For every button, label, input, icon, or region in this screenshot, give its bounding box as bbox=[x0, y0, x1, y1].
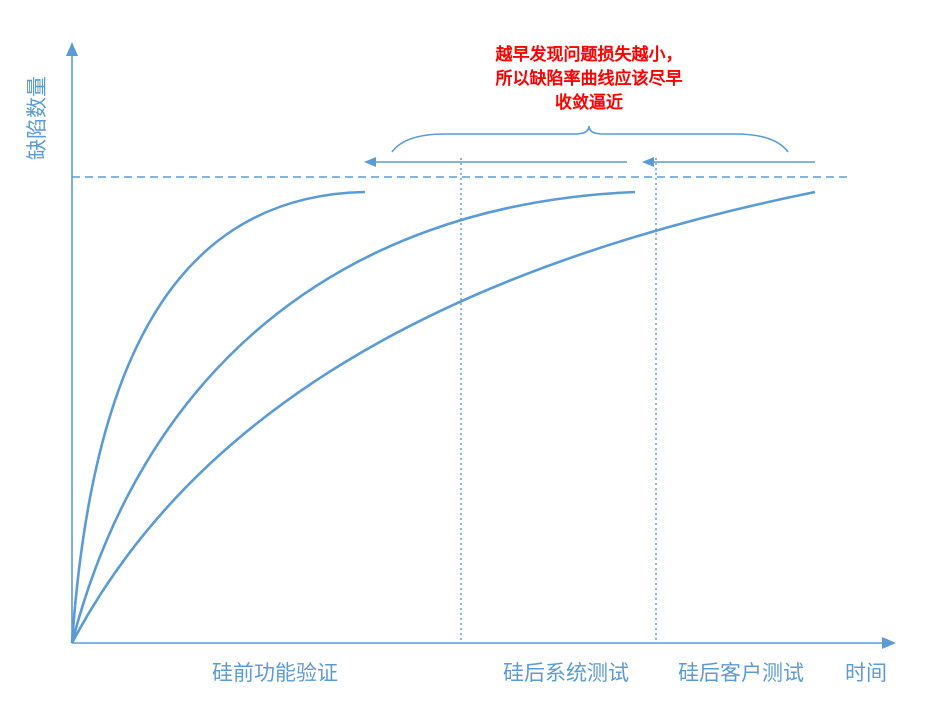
phase-label-post-silicon-customer: 硅后客户测试 bbox=[678, 661, 804, 685]
curve-fast-convergence bbox=[70, 190, 366, 644]
x-axis-arrow-icon bbox=[882, 637, 896, 649]
brace bbox=[391, 125, 789, 153]
annotation-line-2: 所以缺陷率曲线应该尽早 bbox=[496, 68, 683, 89]
x-axis-label: 时间 bbox=[845, 661, 887, 685]
left-arrow-2-head-icon bbox=[642, 157, 654, 167]
annotation-line-3: 收敛逼近 bbox=[555, 92, 623, 113]
left-arrow-1-head-icon bbox=[364, 157, 376, 167]
annotation-line-1: 越早发现问题损失越小， bbox=[495, 44, 683, 65]
phase-label-post-silicon-system: 硅后系统测试 bbox=[503, 661, 629, 685]
y-axis-label: 缺陷数量 bbox=[25, 76, 49, 160]
curve-medium-convergence bbox=[70, 190, 636, 644]
curve-slow-convergence bbox=[70, 190, 816, 644]
y-axis-arrow-icon bbox=[66, 42, 78, 56]
phase-label-pre-silicon: 硅前功能验证 bbox=[212, 661, 338, 685]
